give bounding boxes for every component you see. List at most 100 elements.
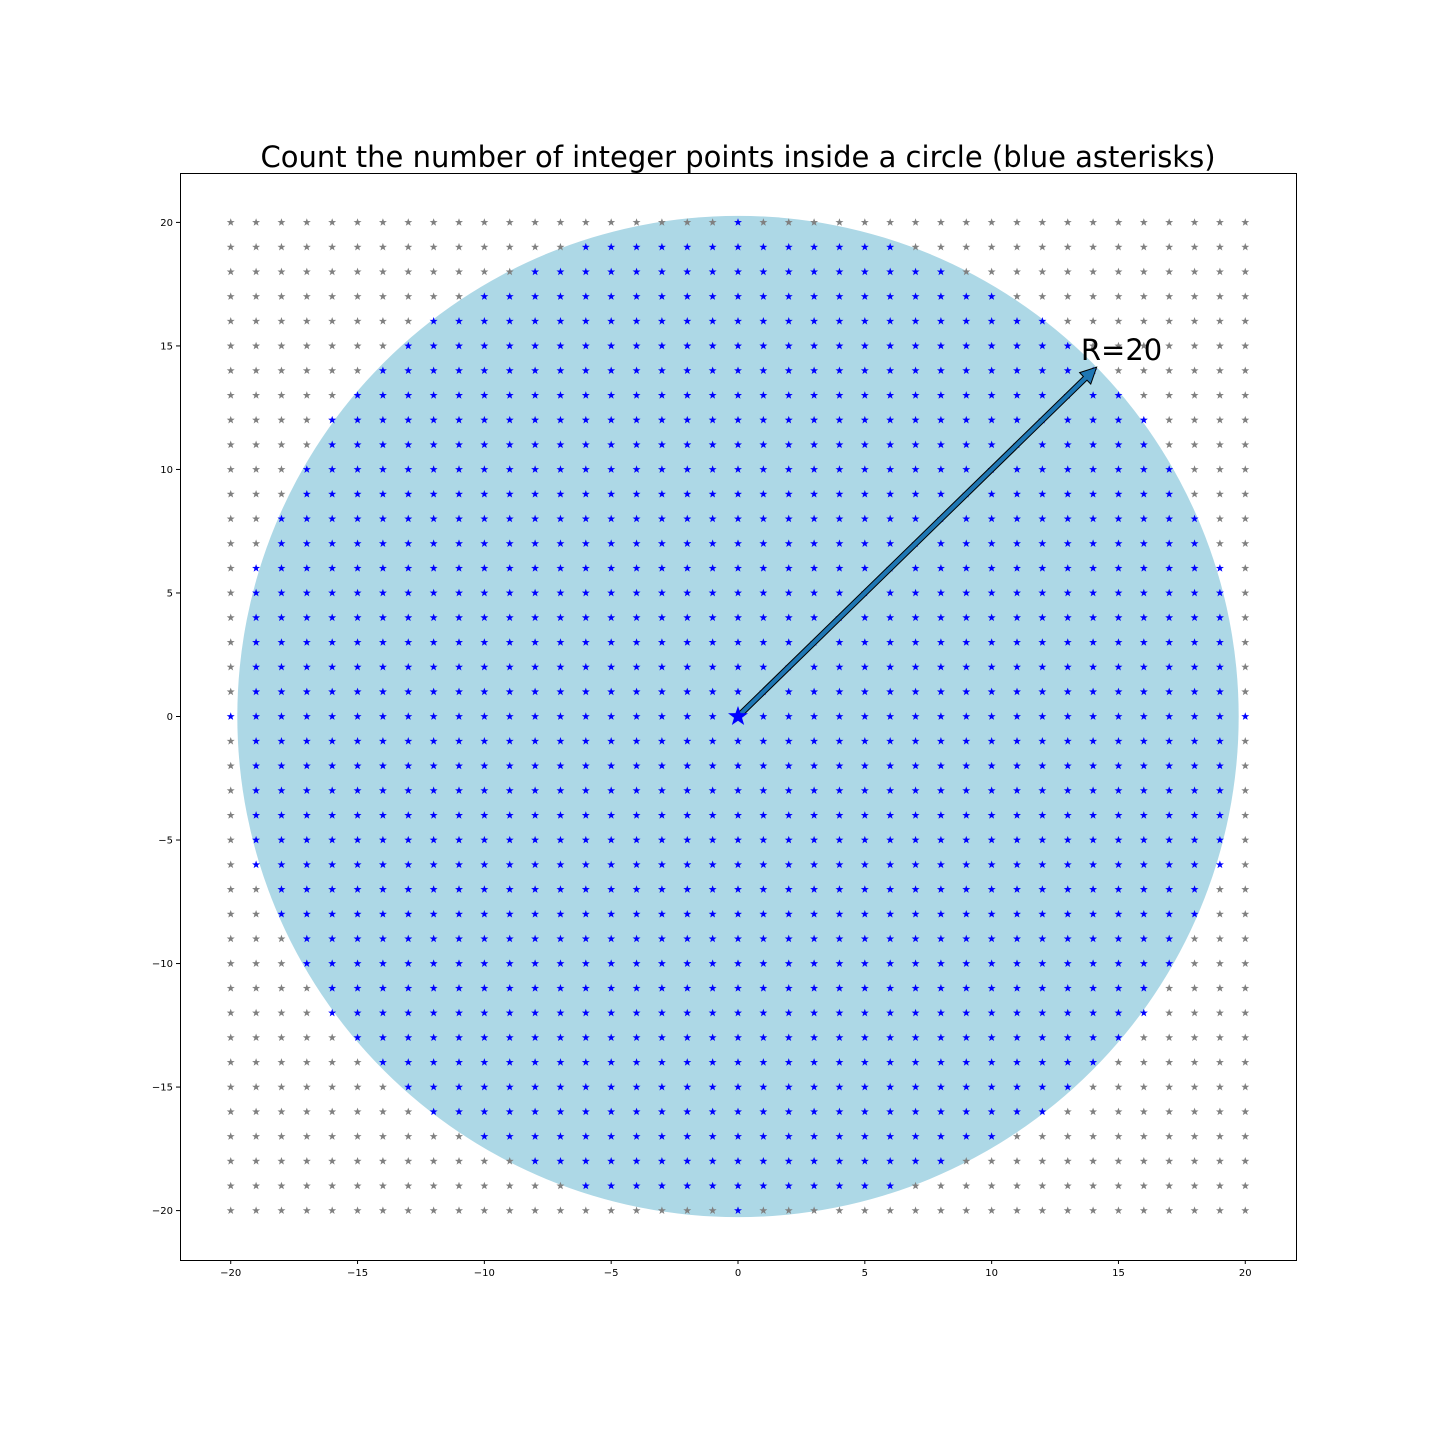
point-inside — [911, 1082, 920, 1091]
point-outside — [353, 1132, 362, 1140]
point-inside — [911, 1058, 920, 1066]
point-inside — [404, 564, 413, 572]
point-inside — [962, 1008, 971, 1017]
point-inside — [810, 1008, 819, 1017]
x-tick-label: 20 — [1239, 1268, 1252, 1279]
point-outside — [1241, 440, 1250, 449]
point-outside — [226, 811, 235, 819]
point-inside — [429, 687, 438, 696]
point-inside — [480, 934, 489, 943]
point-inside — [962, 564, 971, 572]
point-inside — [480, 909, 489, 918]
point-inside — [810, 761, 819, 770]
point-outside — [378, 1156, 387, 1165]
point-inside — [1215, 835, 1224, 844]
point-inside — [835, 366, 844, 375]
point-inside — [429, 539, 438, 547]
point-inside — [962, 440, 971, 449]
point-outside — [226, 242, 235, 251]
point-inside — [404, 1008, 413, 1017]
point-inside — [1114, 1033, 1123, 1042]
point-inside — [1038, 687, 1047, 696]
point-inside — [1013, 885, 1021, 893]
point-inside — [810, 391, 819, 399]
point-inside — [353, 811, 362, 819]
point-inside — [1038, 885, 1047, 893]
point-inside — [835, 835, 844, 844]
point-outside — [1241, 415, 1250, 424]
point-inside — [683, 761, 692, 770]
point-outside — [226, 218, 235, 226]
point-inside — [480, 761, 489, 770]
point-outside — [607, 218, 616, 226]
point-inside — [378, 638, 387, 646]
point-inside — [252, 564, 261, 572]
point-inside — [328, 440, 337, 449]
point-outside — [1139, 1033, 1148, 1042]
point-inside — [759, 811, 768, 819]
point-inside — [759, 366, 768, 375]
point-inside — [378, 885, 387, 893]
point-inside — [1139, 959, 1148, 967]
point-inside — [531, 984, 540, 992]
point-inside — [632, 465, 641, 473]
y-tick-label: 10 — [160, 465, 173, 476]
point-outside — [1241, 786, 1250, 795]
point-inside — [1089, 786, 1098, 795]
point-inside — [734, 242, 742, 251]
point-inside — [277, 860, 286, 869]
point-outside — [1241, 1156, 1250, 1165]
point-outside — [1165, 1107, 1174, 1116]
point-inside — [886, 712, 895, 720]
point-inside — [1114, 415, 1123, 424]
point-inside — [734, 514, 742, 523]
point-inside — [784, 1132, 793, 1140]
point-inside — [531, 1132, 540, 1140]
point-inside — [556, 687, 565, 696]
point-inside — [810, 786, 819, 795]
point-inside — [353, 761, 362, 770]
point-inside — [886, 341, 895, 350]
point-inside — [581, 1008, 590, 1017]
point-outside — [1038, 1156, 1047, 1165]
point-outside — [480, 242, 489, 251]
point-inside — [886, 786, 895, 795]
point-outside — [378, 1132, 387, 1140]
point-inside — [936, 564, 945, 572]
point-inside — [962, 909, 971, 918]
point-outside — [987, 242, 996, 251]
point-inside — [835, 1181, 844, 1190]
point-inside — [734, 341, 742, 350]
point-inside — [429, 415, 438, 424]
point-inside — [1165, 885, 1174, 893]
point-outside — [302, 1033, 311, 1042]
point-inside — [505, 366, 514, 375]
point-outside — [1139, 1181, 1148, 1190]
point-outside — [1013, 218, 1021, 226]
point-inside — [962, 341, 971, 350]
point-inside — [734, 860, 742, 869]
point-inside — [480, 860, 489, 869]
point-inside — [759, 934, 768, 943]
point-outside — [404, 1181, 413, 1190]
point-inside — [1063, 613, 1072, 622]
point-inside — [302, 786, 311, 795]
point-outside — [1215, 267, 1224, 276]
point-inside — [987, 613, 996, 622]
point-outside — [404, 1156, 413, 1165]
point-inside — [835, 1058, 844, 1066]
point-inside — [1139, 415, 1148, 424]
point-inside — [1190, 786, 1199, 795]
point-inside — [1038, 440, 1047, 449]
point-inside — [683, 341, 692, 350]
point-inside — [708, 1107, 717, 1116]
point-inside — [1165, 489, 1174, 498]
point-outside — [1139, 292, 1148, 300]
point-inside — [353, 687, 362, 696]
radius-arrow — [735, 366, 1098, 720]
point-inside — [252, 835, 261, 844]
point-inside — [581, 564, 590, 572]
point-outside — [252, 934, 261, 943]
point-inside — [556, 934, 565, 943]
point-outside — [1165, 292, 1174, 300]
